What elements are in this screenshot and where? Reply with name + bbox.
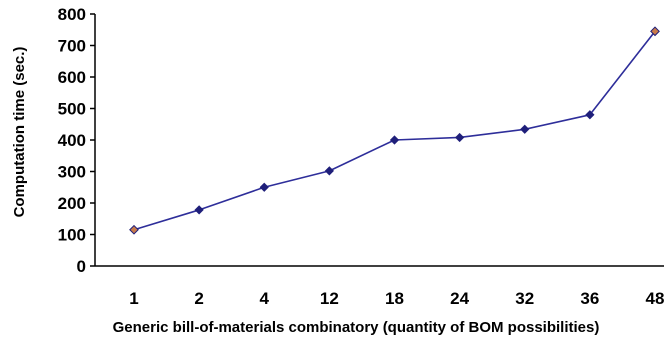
x-axis-title: Generic bill-of-materials combinatory (q…	[113, 319, 600, 336]
x-tick-label: 1	[129, 289, 138, 308]
data-point	[259, 182, 269, 192]
x-tick-label: 48	[646, 289, 664, 308]
y-tick-label: 500	[58, 100, 86, 119]
series-layer	[129, 26, 660, 235]
y-tick-label: 400	[58, 131, 86, 150]
data-point	[389, 135, 400, 145]
y-tick-label: 100	[58, 226, 86, 245]
y-tick-label: 0	[77, 257, 86, 276]
data-point	[585, 110, 595, 120]
x-tick-label: 36	[580, 289, 599, 308]
x-tick-label: 18	[385, 289, 404, 308]
data-point	[455, 132, 465, 143]
y-tick-label: 300	[58, 163, 86, 182]
data-point	[520, 124, 530, 134]
y-axis: 0 100 200 300 400 500 600 700 800	[58, 5, 96, 276]
data-point	[324, 166, 334, 176]
x-tick-label: 32	[515, 289, 534, 308]
data-point	[194, 205, 204, 215]
x-axis: 1 2 4 12 18 24 32 36 48	[95, 265, 664, 308]
y-tick-label: 700	[58, 37, 86, 56]
y-tick-label: 600	[58, 68, 86, 87]
y-tick-label: 200	[58, 194, 86, 213]
x-tick-label: 12	[320, 289, 339, 308]
data-point	[129, 224, 139, 235]
y-axis-title: Computation time (sec.)	[11, 47, 28, 218]
x-tick-label: 4	[260, 289, 270, 308]
y-tick-label: 800	[58, 5, 86, 24]
x-tick-label: 2	[194, 289, 203, 308]
series-line	[133, 30, 656, 231]
x-tick-label: 24	[450, 289, 469, 308]
data-point	[650, 26, 660, 37]
